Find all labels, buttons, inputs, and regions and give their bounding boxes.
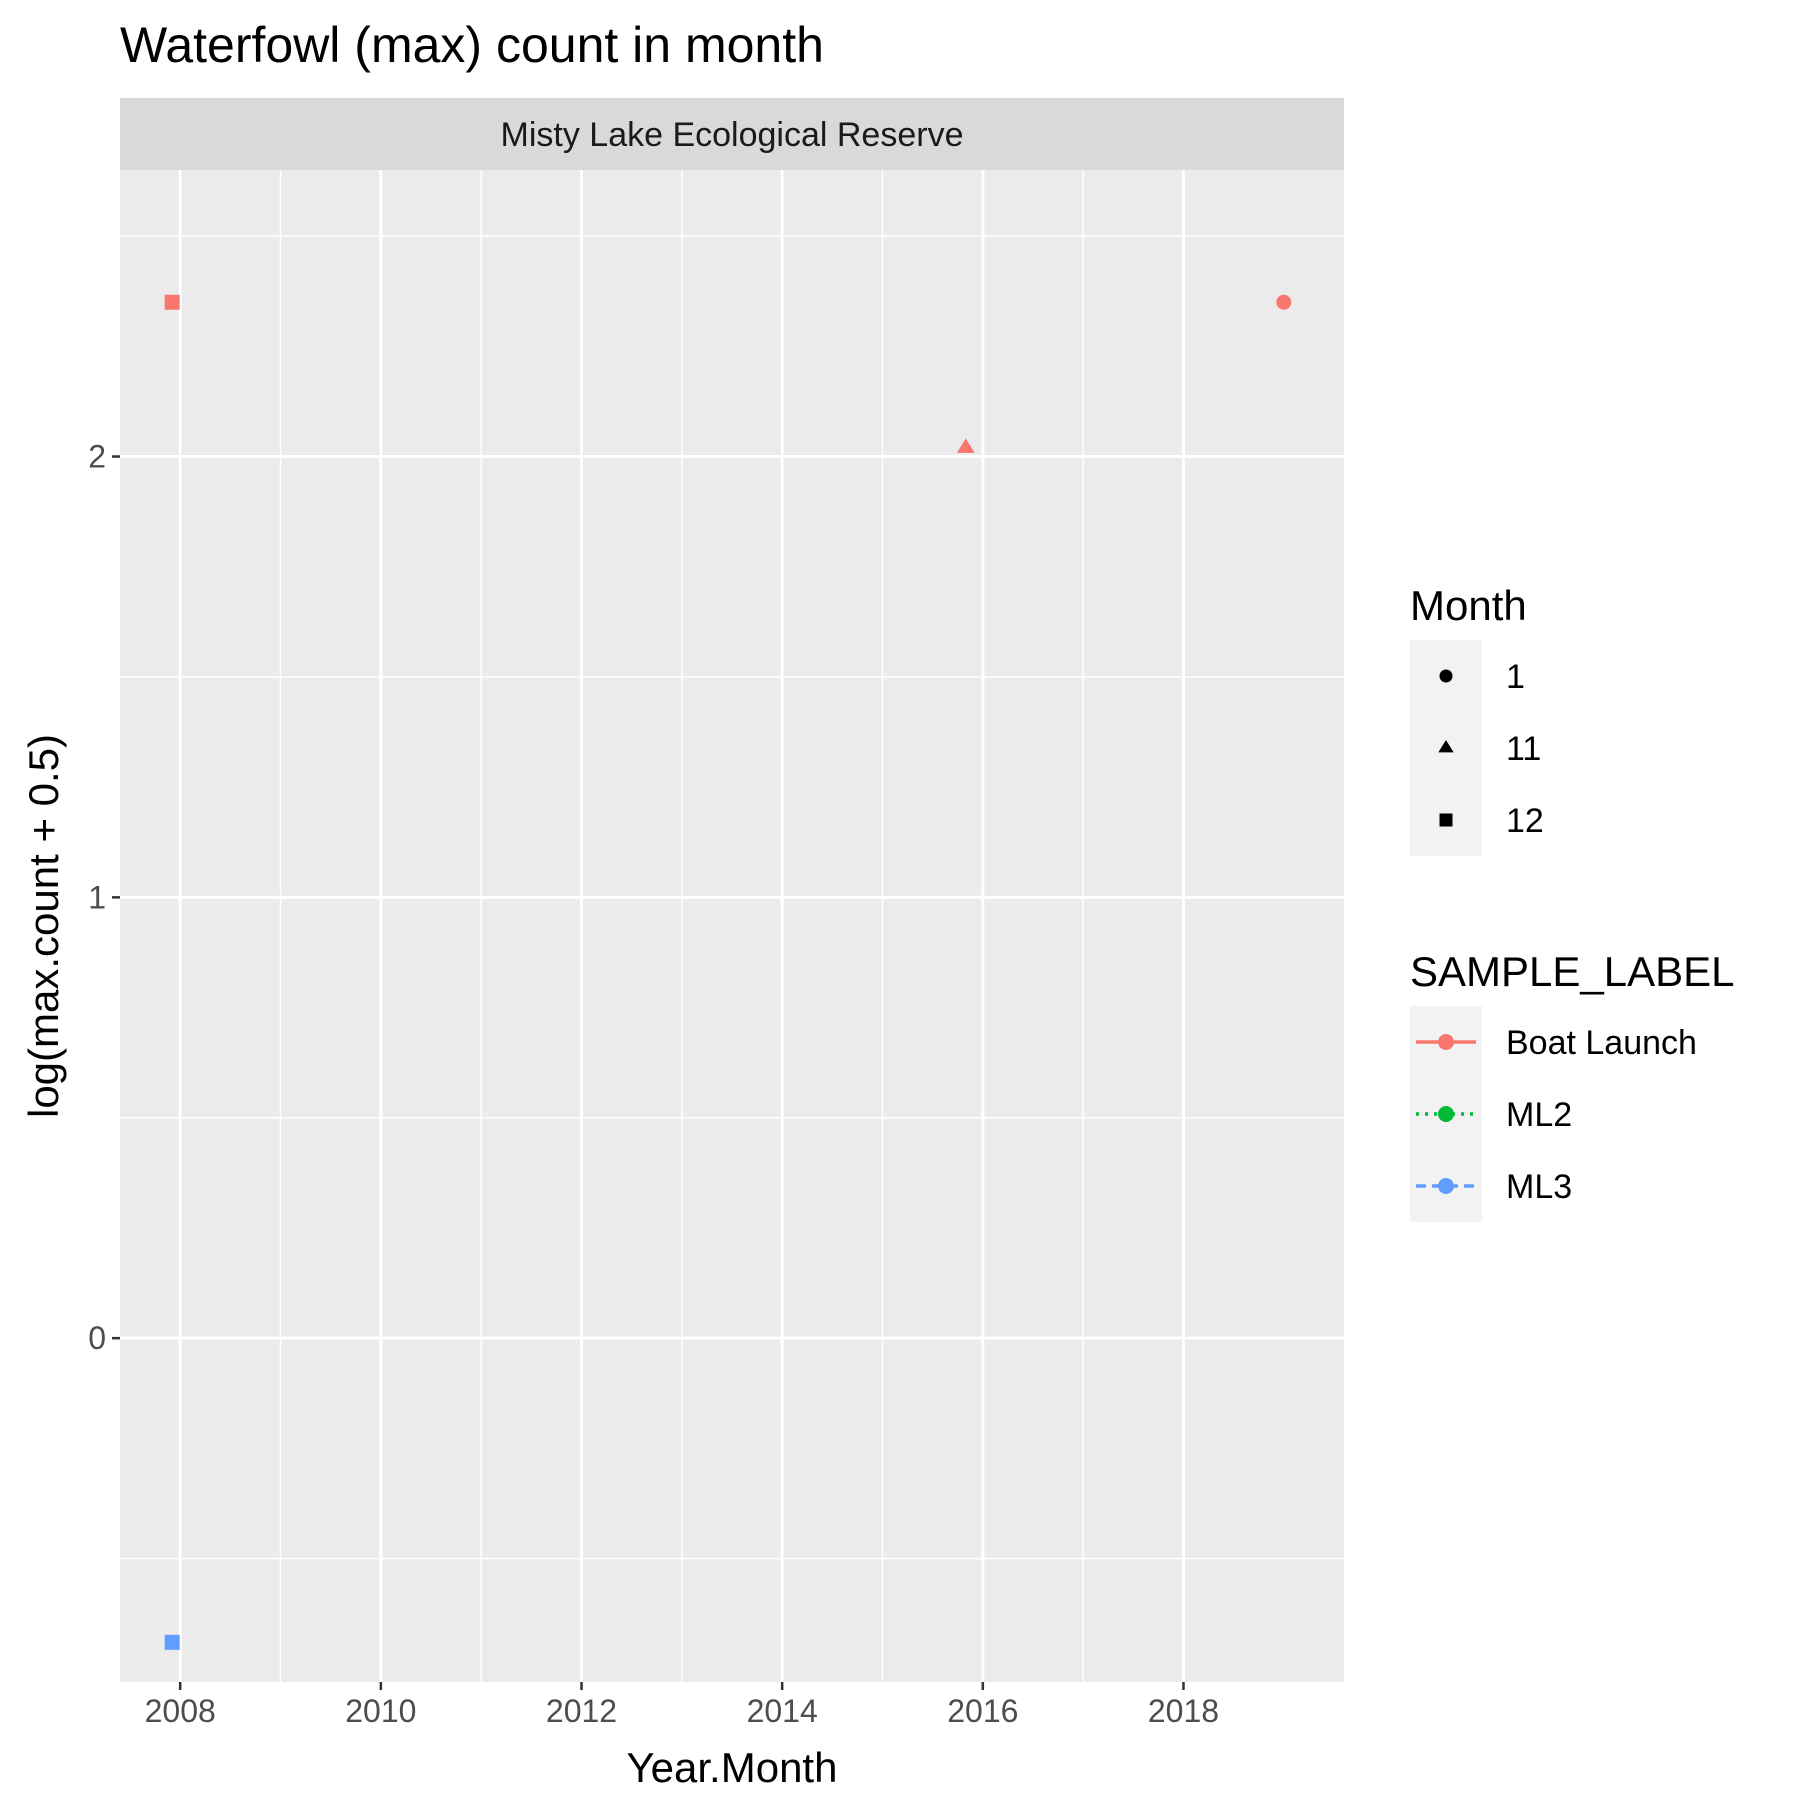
grid-lines [120, 170, 1344, 1682]
legend-key-shape [1439, 813, 1453, 827]
legend-key-point [1438, 1034, 1454, 1050]
legend-entry-label: 11 [1506, 730, 1541, 768]
legend-entry-label: 12 [1506, 802, 1544, 840]
chart-title: Waterfowl (max) count in month [120, 17, 824, 73]
x-tick-label: 2016 [947, 1693, 1018, 1729]
legend-key-point [1438, 1106, 1454, 1122]
legend-entry-label: 1 [1506, 658, 1525, 696]
legend-title: SAMPLE_LABEL [1410, 948, 1735, 995]
facet-strip [120, 98, 1344, 170]
x-tick-label: 2008 [145, 1693, 216, 1729]
y-tick-label: 0 [88, 1320, 106, 1356]
y-tick-label: 1 [88, 879, 106, 915]
x-axis-label: Year.Month [627, 1744, 838, 1791]
y-axis-label: log(max.count + 0.5) [20, 734, 67, 1118]
data-point [956, 438, 975, 453]
data-point [1276, 294, 1292, 310]
legend-entry-label: ML2 [1506, 1096, 1572, 1134]
x-tick-label: 2012 [546, 1693, 617, 1729]
x-tick-label: 2018 [1148, 1693, 1219, 1729]
data-point [164, 1634, 180, 1650]
legend-entry-label: Boat Launch [1506, 1024, 1697, 1062]
axes: 2008 2010 2012 2014 2016 2018 0 1 2 [88, 439, 1219, 1729]
data-point [164, 294, 180, 310]
legend-key-shape [1439, 669, 1453, 683]
legend-title: Month [1410, 582, 1527, 629]
x-tick-label: 2010 [345, 1693, 416, 1729]
legend-key-point [1438, 1178, 1454, 1194]
legend-key-shape [1438, 739, 1454, 753]
legend-entry-label: ML3 [1506, 1168, 1572, 1206]
y-tick-label: 2 [88, 439, 106, 475]
facet-strip-label: Misty Lake Ecological Reserve [501, 116, 964, 154]
plot-panel [120, 170, 1344, 1682]
data-points [164, 294, 1292, 1650]
x-tick-label: 2014 [747, 1693, 818, 1729]
